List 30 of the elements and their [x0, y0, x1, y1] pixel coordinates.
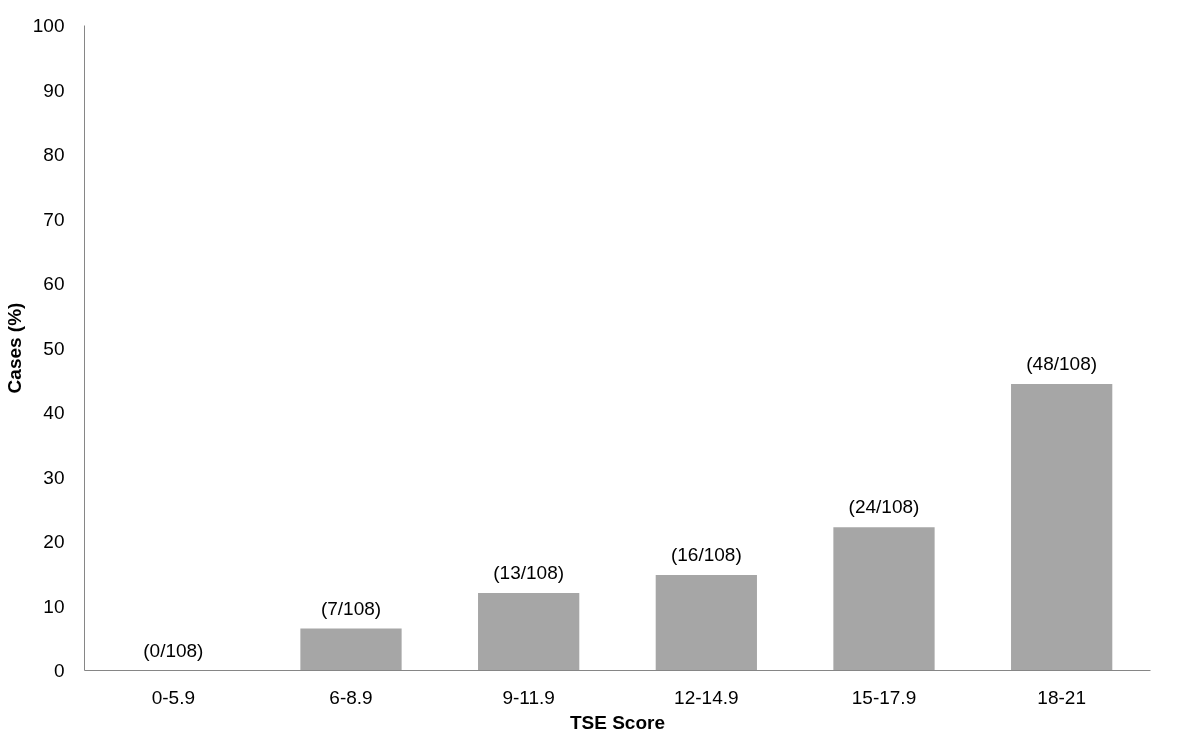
data-label: (48/108) [1026, 353, 1098, 375]
y-tick-label: 90 [43, 79, 65, 101]
y-tick-label: 70 [43, 208, 65, 230]
x-tick-label: 18-21 [1037, 686, 1086, 708]
y-tick-label: 40 [43, 402, 65, 423]
bar [300, 628, 402, 671]
bar [833, 527, 935, 671]
y-tick-label: 30 [43, 466, 65, 488]
y-tick-label: 100 [32, 15, 65, 36]
y-axis-title: Cases (%) [3, 302, 25, 394]
data-label: (13/108) [493, 562, 565, 584]
data-label: (16/108) [670, 544, 742, 566]
x-tick-label: 9-11.9 [502, 686, 555, 708]
bar [1011, 384, 1113, 671]
y-tick-label: 60 [43, 273, 65, 294]
y-tick-label: 50 [43, 337, 65, 359]
y-tick-label: 10 [43, 595, 65, 617]
y-tick-label: 20 [43, 531, 65, 552]
data-label: (0/108) [143, 639, 204, 661]
x-tick-label: 12-14.9 [674, 686, 739, 708]
x-tick-label: 15-17.9 [851, 686, 917, 708]
bar [655, 575, 757, 671]
x-tick-label: 6-8.9 [329, 686, 373, 708]
bar [478, 593, 580, 671]
data-label: (7/108) [320, 597, 382, 619]
y-tick-label: 0 [53, 660, 65, 681]
data-label: (24/108) [848, 496, 920, 518]
y-tick-label: 80 [43, 144, 65, 165]
x-tick-label: 0-5.9 [151, 686, 195, 708]
x-axis-title: TSE Score [569, 711, 666, 733]
